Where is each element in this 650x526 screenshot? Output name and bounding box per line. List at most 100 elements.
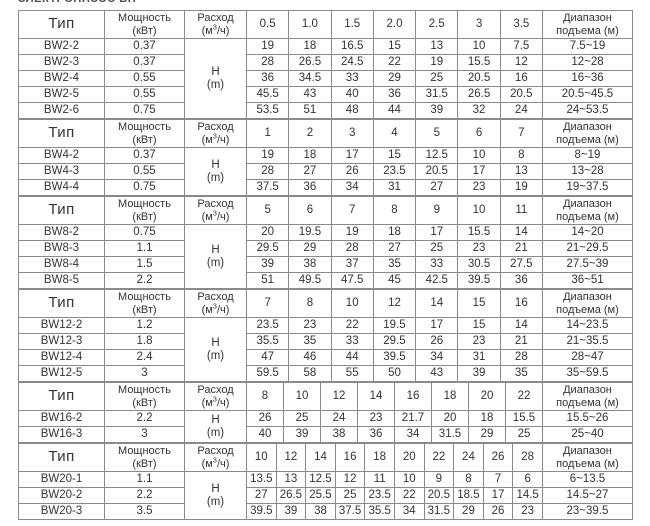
header-flow-value-0: 0.5 bbox=[245, 10, 290, 39]
header-flow-value-9: 28 bbox=[512, 443, 543, 472]
cell-head-value-0: 39 bbox=[245, 256, 290, 273]
header-flow-value-0: 7 bbox=[245, 289, 290, 318]
header-flow-value-3: 16 bbox=[334, 443, 366, 472]
cell-head-value-3: 23 bbox=[357, 410, 395, 427]
cell-head-value-3: 12 bbox=[334, 471, 366, 488]
cell-head-value-4: 25 bbox=[415, 70, 459, 87]
header-power-label: Мощность (кВт) bbox=[104, 196, 185, 225]
cell-head-value-2: 19 bbox=[330, 224, 374, 241]
cell-head-value-4: 33 bbox=[415, 256, 459, 273]
header-power-label: Мощность (кВт) bbox=[104, 289, 185, 318]
cell-head-value-0: 29.5 bbox=[245, 240, 290, 257]
header-flow-label: Расход (м3/ч) bbox=[184, 443, 247, 472]
cell-lift-range: 27.5~39 bbox=[541, 256, 633, 273]
cell-head-value-2: 48 bbox=[330, 102, 374, 119]
header-type-label: Тип bbox=[18, 382, 105, 411]
header-flow-value-8: 26 bbox=[482, 443, 514, 472]
cell-head-value-6: 28 bbox=[499, 349, 543, 366]
header-flow-value-2: 12 bbox=[320, 382, 358, 411]
header-type-label: Тип bbox=[18, 10, 105, 39]
header-flow-value-1: 10 bbox=[283, 382, 321, 411]
cell-head-value-2: 24.5 bbox=[330, 54, 374, 71]
cell-head-value-6: 13 bbox=[499, 163, 543, 180]
cell-power: 0.37 bbox=[104, 38, 185, 55]
cell-head-value-1: 39 bbox=[283, 426, 321, 443]
series-header-row: Тип Мощность (кВт) Расход (м3/ч) 10 12 14 16 18 20… bbox=[18, 443, 633, 472]
header-lift-range-label: Диапазон подъема (м) bbox=[541, 289, 633, 318]
cell-head-value-4: 26 bbox=[415, 333, 459, 350]
cell-head-value-6: 29 bbox=[468, 426, 506, 443]
cell-head-value-2: 16.5 bbox=[330, 38, 374, 55]
cell-head-value-1: 26.5 bbox=[275, 487, 307, 504]
cell-model: BW4-4 bbox=[18, 179, 105, 196]
cell-head-value-3: 50 bbox=[372, 365, 417, 382]
cell-power: 3.5 bbox=[104, 503, 185, 520]
cell-head-value-1: 18 bbox=[288, 147, 332, 164]
cell-head-value-3: 37.5 bbox=[334, 503, 366, 520]
cell-head-value-6: 9 bbox=[423, 471, 455, 488]
cell-head-value-7: 25 bbox=[505, 426, 543, 443]
cell-head-unit: H (m) bbox=[184, 317, 247, 382]
cell-head-value-7: 29 bbox=[453, 503, 484, 520]
cell-head-value-4: 21.7 bbox=[394, 410, 432, 427]
cell-head-value-3: 23.5 bbox=[372, 163, 417, 180]
header-flow-value-3: 4 bbox=[372, 119, 417, 148]
cell-lift-range: 14.5~27 bbox=[541, 487, 633, 504]
cell-head-value-2: 26 bbox=[330, 163, 374, 180]
table-row: BW20-2 2.2 27 26.5 25.5 25 23.5 22 20.5 18.5 17 14.… bbox=[18, 487, 633, 504]
cell-head-value-5: 22 bbox=[393, 487, 425, 504]
cell-power: 0.55 bbox=[104, 86, 185, 103]
cell-power: 1.5 bbox=[104, 256, 185, 273]
cell-head-value-0: 53.5 bbox=[245, 102, 290, 119]
cell-head-value-4: 23.5 bbox=[364, 487, 395, 504]
cell-head-value-3: 29.5 bbox=[372, 333, 417, 350]
header-flow-value-1: 1.0 bbox=[288, 10, 332, 39]
header-type-label: Тип bbox=[18, 196, 105, 225]
table-row: BW12-4 2.4 47 46 44 39.5 34 31 28 28~47 bbox=[18, 349, 633, 366]
header-flow-value-5: 15 bbox=[457, 289, 501, 318]
cell-lift-range: 12~28 bbox=[541, 54, 633, 71]
cell-head-value-2: 47.5 bbox=[330, 272, 374, 289]
series-header-row: Тип Мощность (кВт) Расход (м3/ч) 1 2 3 4 5 6 7 Диапа… bbox=[18, 119, 633, 148]
cell-head-value-1: 39 bbox=[275, 503, 307, 520]
cell-lift-range: 14~20 bbox=[541, 224, 633, 241]
header-flow-value-4: 18 bbox=[364, 443, 395, 472]
cell-head-value-4: 43 bbox=[415, 365, 459, 382]
table-row: BW12-3 1.8 35.5 35 33 29.5 26 23 21 21~35.5 bbox=[18, 333, 633, 350]
cell-head-value-7: 18.5 bbox=[453, 487, 484, 504]
cell-lift-range: 20.5~45.5 bbox=[541, 86, 633, 103]
cell-head-value-1: 49.5 bbox=[288, 272, 332, 289]
header-power-label: Мощность (кВт) bbox=[104, 382, 185, 411]
header-flow-label: Расход (м3/ч) bbox=[184, 119, 247, 148]
cell-model: BW8-3 bbox=[18, 240, 105, 257]
cell-head-value-4: 42.5 bbox=[415, 272, 459, 289]
table-row: BW4-3 0.55 28 27 26 23.5 20.5 17 13 13~28 bbox=[18, 163, 633, 180]
cell-head-value-5: 10 bbox=[457, 38, 501, 55]
cell-model: BW2-5 bbox=[18, 86, 105, 103]
cell-head-value-1: 38 bbox=[288, 256, 332, 273]
cell-head-value-2: 25.5 bbox=[305, 487, 336, 504]
cell-model: BW16-3 bbox=[18, 426, 105, 443]
cell-head-unit: H (m) bbox=[184, 471, 247, 520]
cell-head-value-0: 36 bbox=[245, 70, 290, 87]
header-flow-value-1: 8 bbox=[288, 289, 332, 318]
header-flow-label: Расход (м3/ч) bbox=[184, 196, 247, 225]
cell-head-value-5: 20 bbox=[431, 410, 469, 427]
cell-head-value-0: 19 bbox=[245, 38, 290, 55]
cell-head-value-4: 35.5 bbox=[364, 503, 395, 520]
cell-head-value-3: 45 bbox=[372, 272, 417, 289]
cell-head-value-3: 29 bbox=[372, 70, 417, 87]
cell-power: 3 bbox=[104, 426, 185, 443]
cell-head-value-0: 59.5 bbox=[245, 365, 290, 382]
pump-series-table-bw4: Тип Мощность (кВт) Расход (м3/ч) 1 2 3 4 5 6 7 Диапа… bbox=[18, 119, 633, 196]
cell-head-value-4: 34 bbox=[394, 426, 432, 443]
header-flow-value-4: 9 bbox=[415, 196, 459, 225]
header-power-label: Мощность (кВт) bbox=[104, 443, 185, 472]
cell-head-value-6: 21 bbox=[499, 240, 543, 257]
header-flow-value-3: 8 bbox=[372, 196, 417, 225]
cell-head-value-2: 17 bbox=[330, 147, 374, 164]
cell-lift-range: 13~28 bbox=[541, 163, 633, 180]
cell-head-value-4: 31.5 bbox=[415, 86, 459, 103]
cell-head-value-6: 18 bbox=[468, 410, 506, 427]
cell-head-value-4: 39 bbox=[415, 102, 459, 119]
